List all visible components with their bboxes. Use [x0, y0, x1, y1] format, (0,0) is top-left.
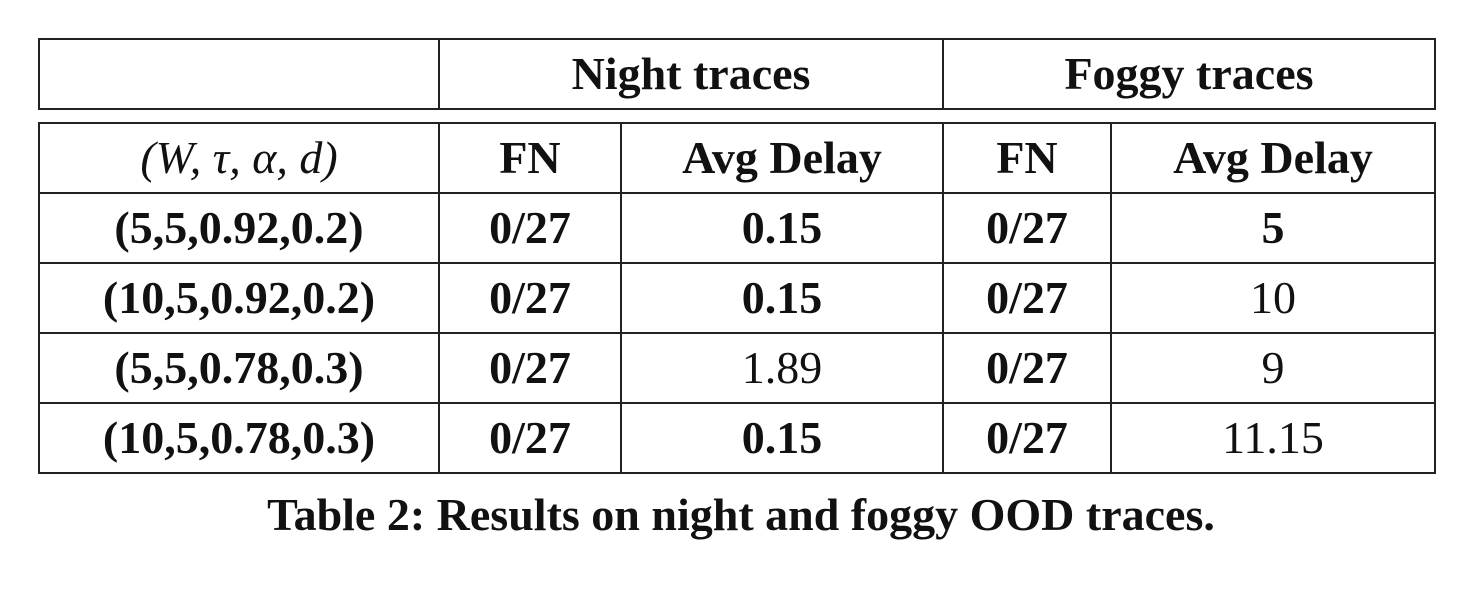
foggy-delay-cell: 9	[1110, 332, 1436, 404]
params-cell: (5,5,0.78,0.3)	[38, 332, 440, 404]
night-fn-cell: 0/27	[438, 332, 622, 404]
column-header-foggy-delay: Avg Delay	[1110, 122, 1436, 194]
night-delay-cell: 0.15	[620, 402, 944, 474]
foggy-delay-cell: 5	[1110, 192, 1436, 264]
foggy-fn-cell: 0/27	[942, 402, 1112, 474]
table-row: (10,5,0.78,0.3) 0/27 0.15 0/27 11.15	[38, 402, 1436, 474]
foggy-fn-cell: 0/27	[942, 332, 1112, 404]
foggy-fn-cell: 0/27	[942, 262, 1112, 334]
night-delay-cell: 0.15	[620, 192, 944, 264]
group-header-foggy: Foggy traces	[942, 38, 1436, 110]
params-cell: (10,5,0.78,0.3)	[38, 402, 440, 474]
table-caption: Table 2: Results on night and foggy OOD …	[267, 489, 1215, 540]
night-delay-cell: 0.15	[620, 262, 944, 334]
night-fn-cell: 0/27	[438, 192, 622, 264]
group-header-night: Night traces	[438, 38, 944, 110]
night-delay-cell: 1.89	[620, 332, 944, 404]
params-header-label: (W, τ, α, d)	[140, 132, 338, 183]
group-header-empty	[38, 38, 440, 110]
params-cell: (10,5,0.92,0.2)	[38, 262, 440, 334]
night-fn-cell: 0/27	[438, 402, 622, 474]
table-row: (5,5,0.78,0.3) 0/27 1.89 0/27 9	[38, 332, 1436, 404]
column-header-night-delay: Avg Delay	[620, 122, 944, 194]
foggy-delay-cell: 11.15	[1110, 402, 1436, 474]
table-row: (10,5,0.92,0.2) 0/27 0.15 0/27 10	[38, 262, 1436, 334]
column-header-row: (W, τ, α, d) FN Avg Delay FN Avg Delay	[38, 122, 1436, 194]
results-table: (W, τ, α, d) FN Avg Delay FN Avg Delay (…	[38, 122, 1436, 474]
column-header-night-fn: FN	[438, 122, 622, 194]
group-header-table: Night traces Foggy traces	[38, 38, 1436, 110]
column-header-params: (W, τ, α, d)	[38, 122, 440, 194]
night-fn-cell: 0/27	[438, 262, 622, 334]
group-header-row: Night traces Foggy traces	[38, 38, 1436, 110]
table-row: (5,5,0.92,0.2) 0/27 0.15 0/27 5	[38, 192, 1436, 264]
foggy-delay-cell: 10	[1110, 262, 1436, 334]
column-header-foggy-fn: FN	[942, 122, 1112, 194]
params-cell: (5,5,0.92,0.2)	[38, 192, 440, 264]
foggy-fn-cell: 0/27	[942, 192, 1112, 264]
